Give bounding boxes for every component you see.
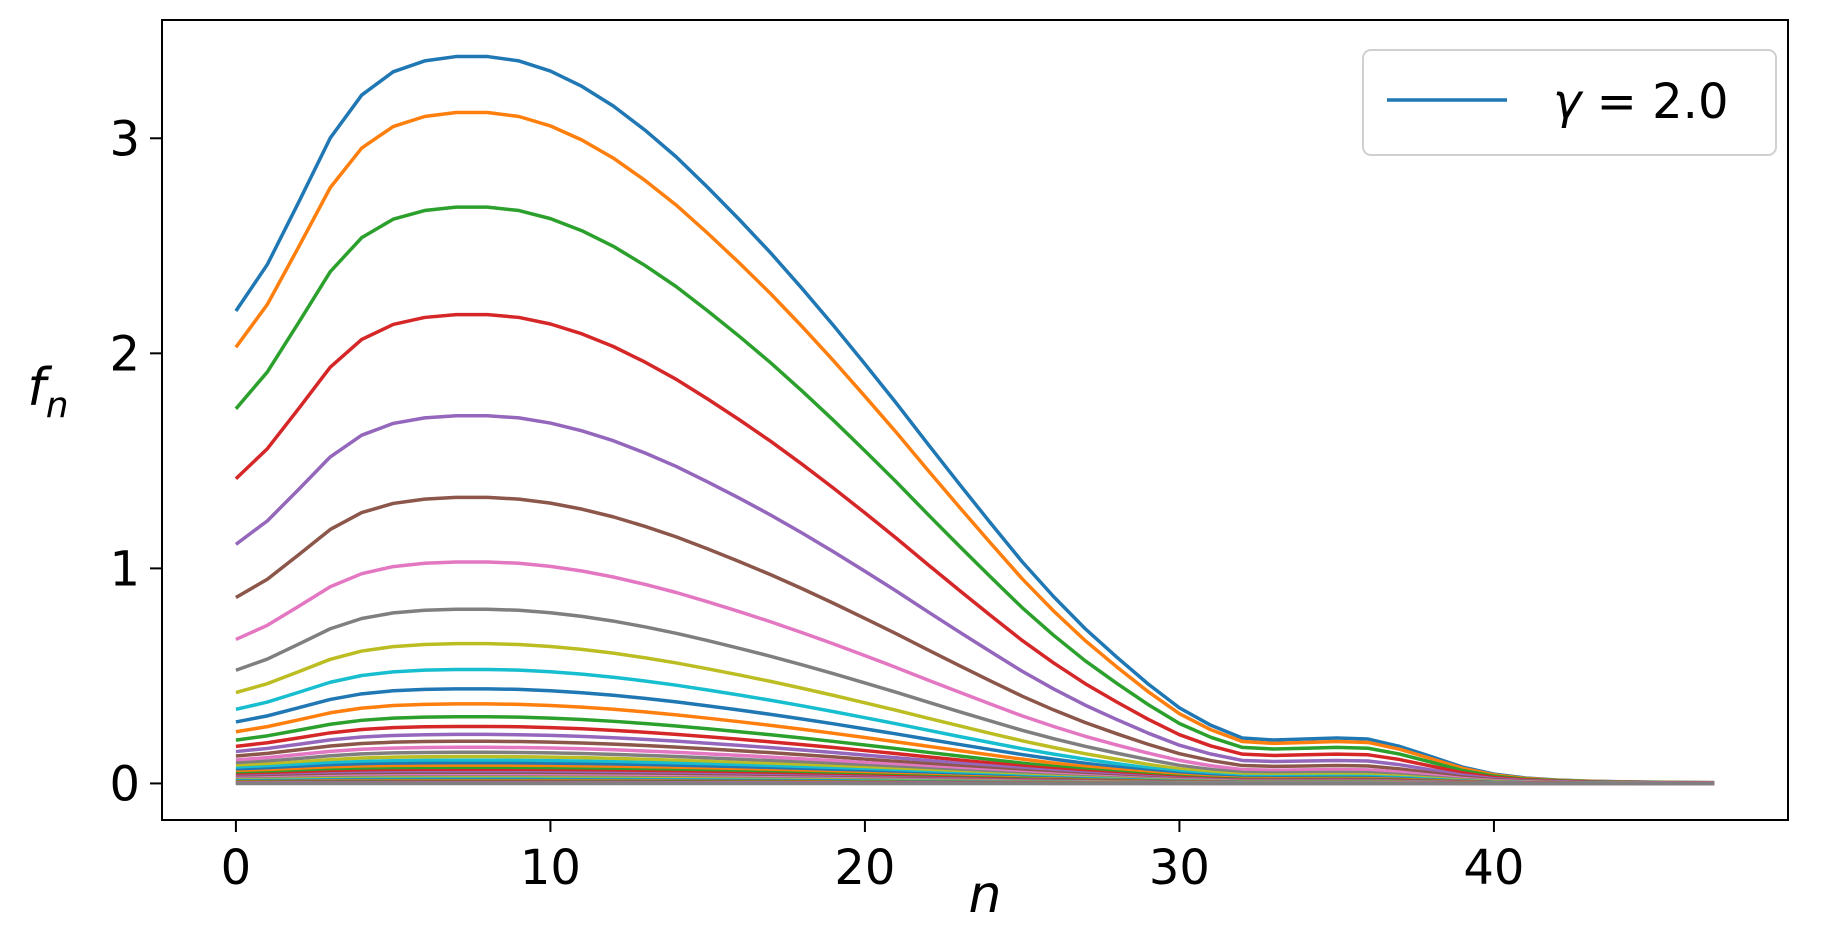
- y-tick-label: 0: [109, 756, 140, 812]
- y-tick-label: 2: [109, 326, 140, 382]
- y-axis-label: fn: [27, 358, 68, 426]
- y-tick-label: 3: [109, 111, 140, 167]
- series-line-4: [234, 312, 1715, 785]
- x-axis-label: n: [969, 865, 1002, 925]
- legend-label-value: = 2.0: [1581, 74, 1728, 130]
- x-tick-label: 0: [221, 840, 252, 896]
- x-axis-ticks: 0 10 20 30 40: [221, 820, 1524, 896]
- x-tick-label: 30: [1149, 840, 1210, 896]
- plot-frame: [161, 19, 1789, 821]
- legend-label-symbol: γ: [1553, 74, 1584, 130]
- y-axis-ticks: 0 1 2 3: [109, 111, 162, 812]
- series-group: [234, 54, 1715, 786]
- y-axis-label-subscript: n: [46, 385, 69, 426]
- y-tick-label: 1: [109, 541, 140, 597]
- legend: γ = 2.0: [1362, 49, 1777, 156]
- series-line-2: [234, 110, 1715, 785]
- x-tick-label: 20: [834, 840, 895, 896]
- legend-label: γ = 2.0: [1553, 74, 1728, 130]
- x-tick-label: 40: [1463, 840, 1524, 896]
- x-tick-label: 10: [520, 840, 581, 896]
- legend-box: [1362, 49, 1777, 156]
- series-line-3: [234, 205, 1715, 785]
